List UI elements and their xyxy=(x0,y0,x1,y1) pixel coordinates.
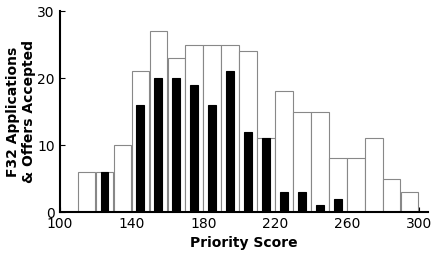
Bar xyxy=(149,31,167,212)
Bar xyxy=(208,105,216,212)
Bar xyxy=(329,158,346,212)
Bar xyxy=(239,51,257,212)
Bar xyxy=(226,71,234,212)
Bar xyxy=(155,78,162,212)
Bar xyxy=(137,105,145,212)
X-axis label: Priority Score: Priority Score xyxy=(190,237,297,250)
Bar xyxy=(347,158,364,212)
Bar xyxy=(185,45,203,212)
Bar xyxy=(383,178,400,212)
Bar xyxy=(316,205,324,212)
Bar xyxy=(78,172,95,212)
Bar xyxy=(244,132,252,212)
Bar xyxy=(365,138,382,212)
Bar xyxy=(257,138,275,212)
Bar xyxy=(262,138,270,212)
Y-axis label: F32 Applications
& Offers Accepted: F32 Applications & Offers Accepted xyxy=(6,40,36,183)
Bar xyxy=(280,192,288,212)
Bar xyxy=(203,45,221,212)
Bar xyxy=(221,45,239,212)
Bar xyxy=(172,78,180,212)
Bar xyxy=(298,192,306,212)
Bar xyxy=(131,71,149,212)
Bar xyxy=(167,58,185,212)
Bar xyxy=(113,145,131,212)
Bar xyxy=(101,172,109,212)
Bar xyxy=(96,172,113,212)
Bar xyxy=(190,85,198,212)
Bar xyxy=(401,192,418,212)
Bar xyxy=(311,112,328,212)
Bar xyxy=(334,199,342,212)
Bar xyxy=(293,112,311,212)
Bar xyxy=(275,91,293,212)
